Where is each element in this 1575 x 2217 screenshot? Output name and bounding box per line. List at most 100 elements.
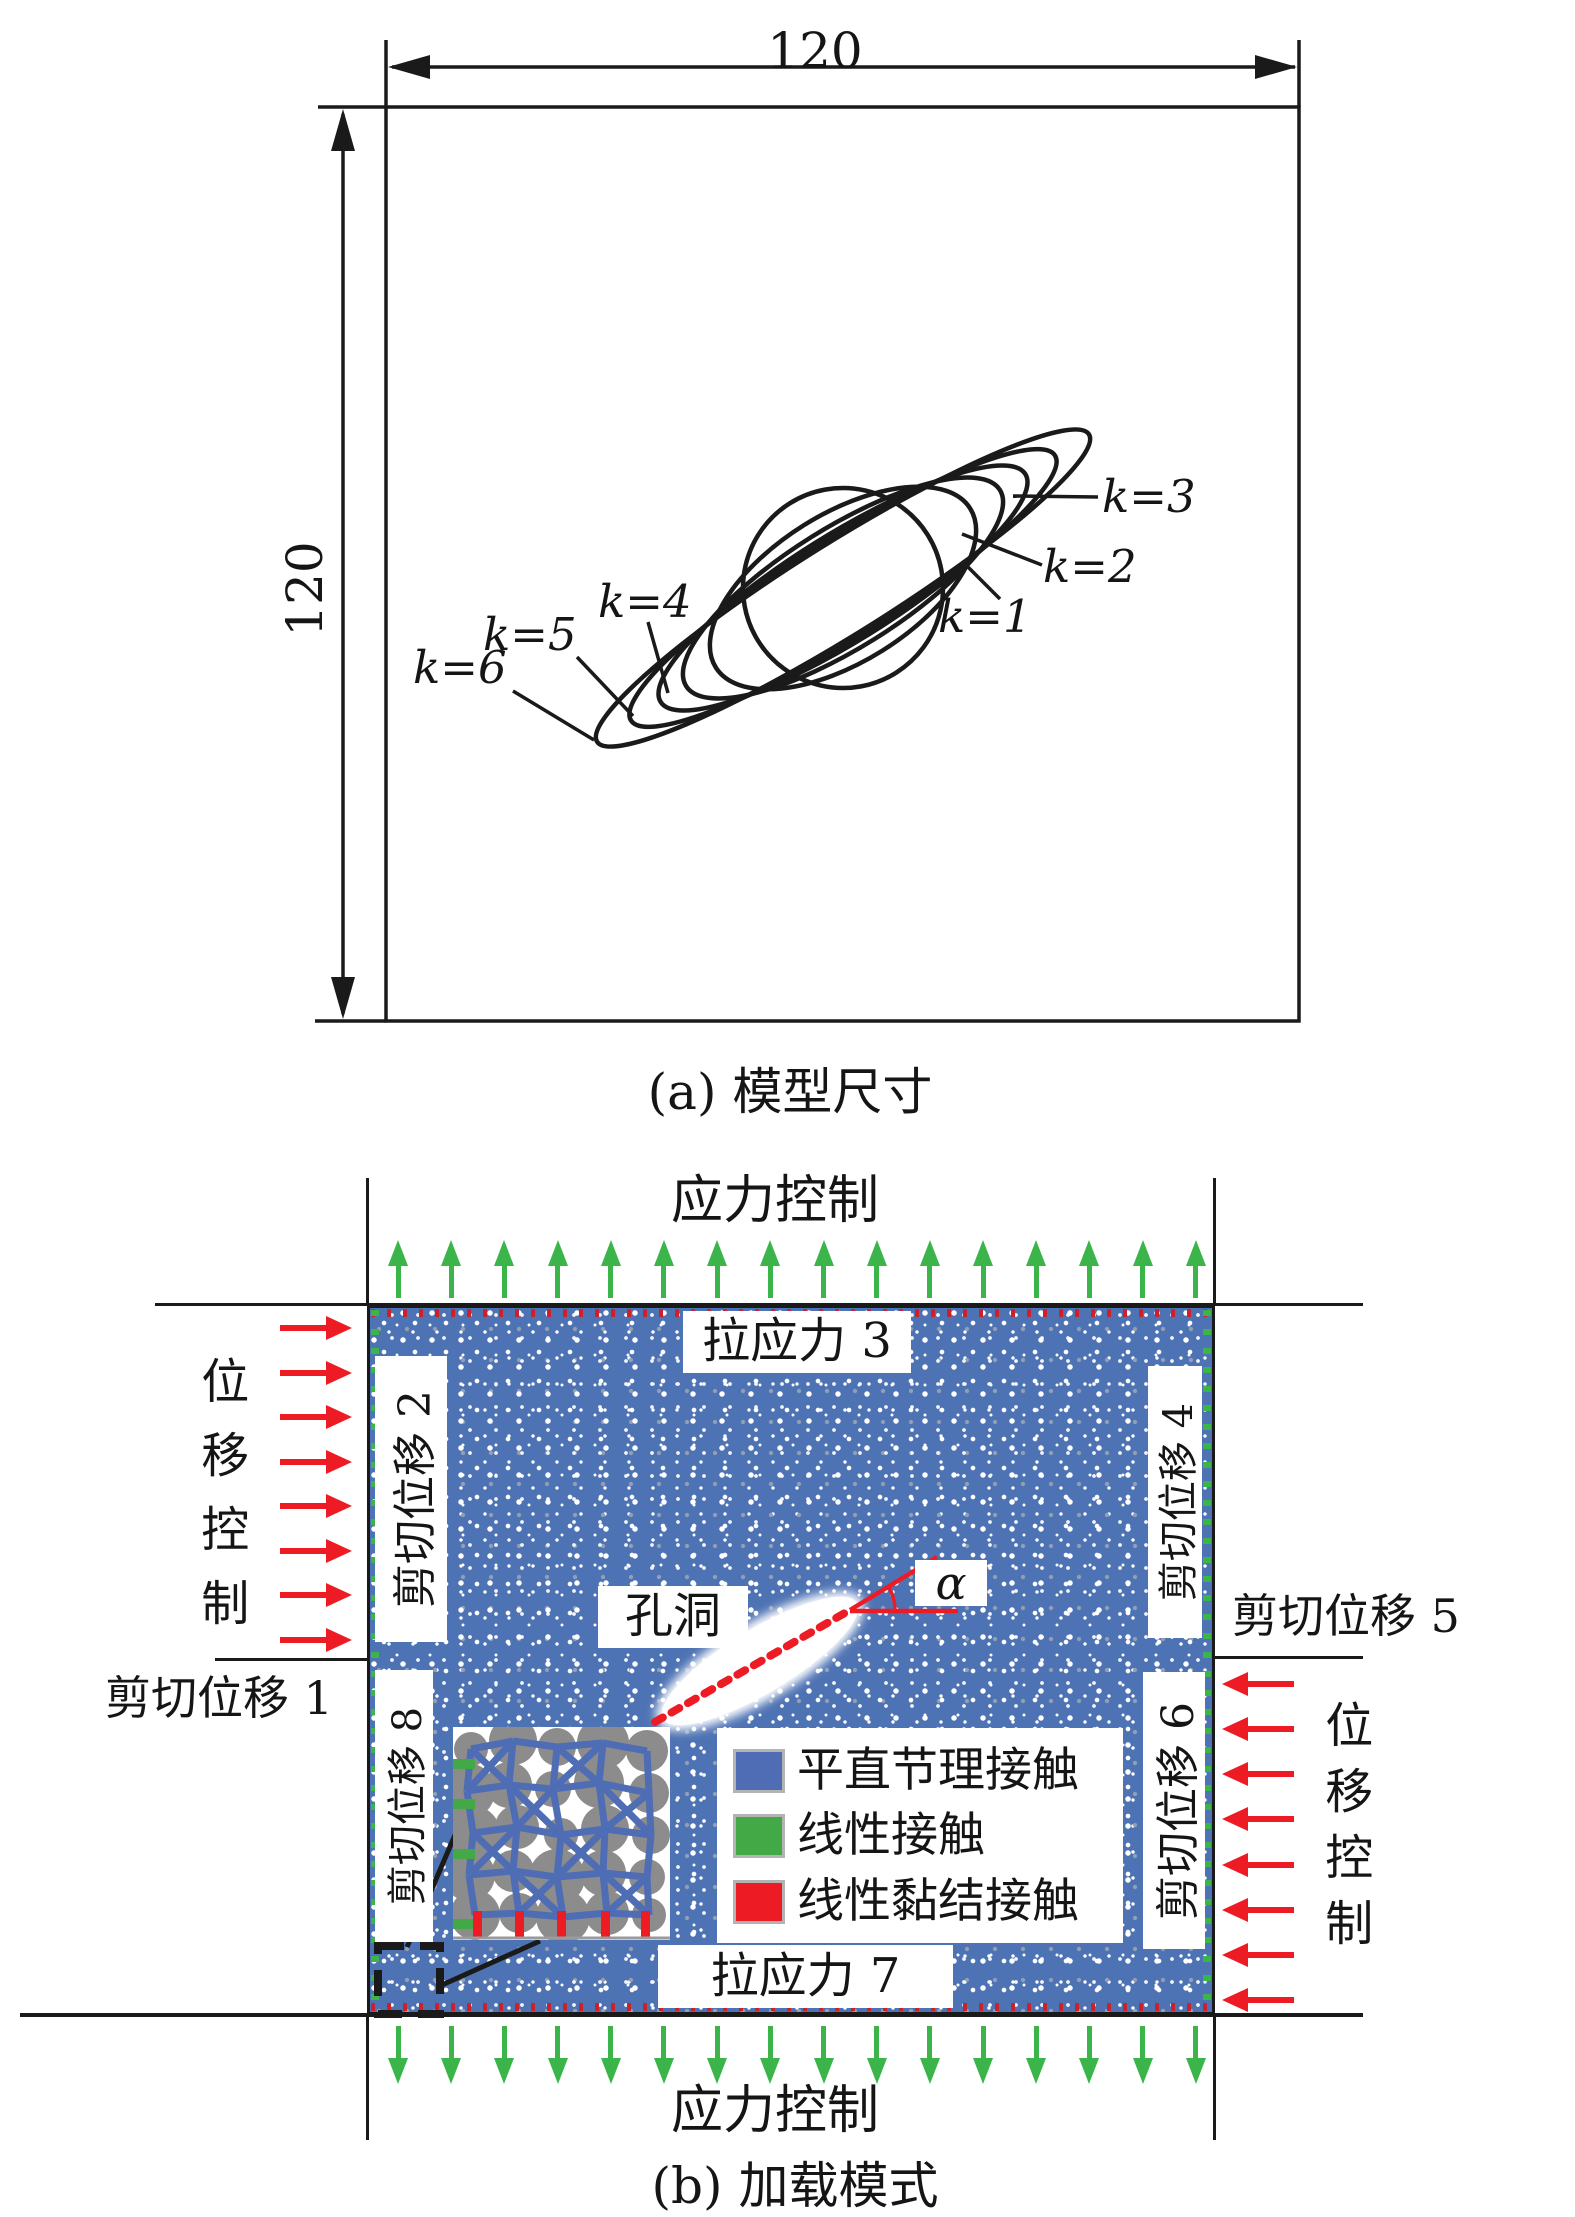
down-arrow-icon bbox=[760, 2026, 781, 2086]
left-contact-ticks bbox=[371, 1310, 379, 2010]
down-arrow-icon bbox=[653, 2026, 674, 2086]
up-arrow-icon bbox=[1185, 1240, 1206, 1300]
leader-lines bbox=[512, 494, 1099, 742]
legend-label: 线性接触 bbox=[797, 1808, 985, 1864]
legend-row-linear-bond: 线性黏结接触 bbox=[733, 1873, 1123, 1929]
up-arrow-icon bbox=[494, 1240, 515, 1300]
height-dimension-label: 120 bbox=[276, 541, 334, 637]
up-arrow-icon bbox=[388, 1240, 408, 1300]
angle-arc bbox=[887, 1585, 897, 1611]
left-arrow-icon bbox=[1222, 1897, 1302, 1922]
legend-row-linear: 线性接触 bbox=[733, 1809, 1123, 1863]
up-arrow-icon bbox=[919, 1240, 940, 1300]
up-arrow-icon bbox=[1026, 1240, 1047, 1300]
down-arrow-icon bbox=[494, 2026, 515, 2086]
right-extension-top bbox=[1213, 1178, 1216, 1305]
up-arrow-icon bbox=[707, 1240, 728, 1300]
right-arrow-icon bbox=[280, 1494, 354, 1519]
ellipse-k1 bbox=[740, 485, 946, 691]
cavity-axis-dashed bbox=[651, 1606, 854, 1726]
shear-disp-5-label: 剪切位移 5 bbox=[1232, 1589, 1460, 1643]
left-arrow-icon bbox=[1222, 1852, 1302, 1877]
legend-label: 线性黏结接触 bbox=[797, 1873, 1079, 1929]
ellipse-k4 bbox=[656, 463, 1030, 713]
right-arrow-icon bbox=[280, 1449, 354, 1474]
down-arrow-icon bbox=[547, 2026, 568, 2086]
down-arrow-icon bbox=[813, 2026, 834, 2086]
up-arrow-icon bbox=[813, 1240, 834, 1300]
zoom-leader-2 bbox=[440, 1938, 542, 1988]
left-displacement-arrows bbox=[280, 1316, 354, 1652]
right-arrow-icon bbox=[280, 1627, 354, 1652]
down-arrow-icon bbox=[866, 2026, 887, 2086]
left-arrow-icon bbox=[1222, 1672, 1302, 1696]
curve-label-k1: k=1 bbox=[938, 590, 1032, 643]
left-arrow-icon bbox=[1222, 1942, 1302, 1967]
right-extension-bottom bbox=[1213, 2015, 1216, 2140]
left-arrow-icon bbox=[1222, 1717, 1302, 1742]
ellipse-family bbox=[593, 427, 1093, 749]
model-geometry-drawing bbox=[315, 40, 1301, 1023]
ellipse-k2 bbox=[707, 484, 979, 692]
down-arrow-icon bbox=[1132, 2026, 1153, 2086]
curve-label-k2: k=2 bbox=[1043, 540, 1137, 593]
up-arrow-icon bbox=[547, 1240, 568, 1300]
right-arrow-icon bbox=[280, 1405, 354, 1430]
displacement-control-right-label: 位移控制 bbox=[1316, 1700, 1373, 1964]
flat-joint-swatch bbox=[733, 1749, 785, 1794]
legend-label: 平直节理接触 bbox=[797, 1743, 1079, 1798]
caption-a: (a) 模型尺寸 bbox=[647, 1063, 933, 1121]
left-extension-top bbox=[366, 1178, 369, 1305]
dim-arrow-down-icon bbox=[331, 977, 355, 1019]
curve-label-k5: k=5 bbox=[483, 608, 577, 661]
right-arrow-icon bbox=[280, 1583, 354, 1608]
dim-arrow-right-icon bbox=[1255, 55, 1297, 79]
dim-arrow-left-icon bbox=[388, 55, 430, 79]
tensile-stress-3-label: 拉应力 3 bbox=[683, 1311, 911, 1373]
shear-disp-8-label: 剪切位移 8 bbox=[375, 1670, 433, 1942]
shear-disp-1-label: 剪切位移 1 bbox=[105, 1671, 333, 1725]
left-arrow-icon bbox=[1222, 1987, 1302, 2012]
legend-row-flat-joint: 平直节理接触 bbox=[733, 1743, 1123, 1798]
contact-legend: 平直节理接触 线性接触 线性黏结接触 bbox=[717, 1728, 1123, 1943]
curve-label-k4: k=4 bbox=[598, 575, 692, 628]
ellipse-k3 bbox=[680, 475, 1006, 701]
right-separator-line bbox=[1215, 1656, 1363, 1659]
ellipse-k5 bbox=[627, 446, 1059, 730]
up-arrow-icon bbox=[866, 1240, 887, 1300]
alpha-label: α bbox=[915, 1556, 987, 1610]
up-arrow-icon bbox=[441, 1240, 462, 1300]
down-arrow-icon bbox=[1185, 2026, 1206, 2086]
left-arrow-icon bbox=[1222, 1807, 1302, 1832]
down-arrow-icon bbox=[388, 2026, 408, 2086]
right-contact-ticks bbox=[1203, 1310, 1211, 2010]
right-arrow-icon bbox=[280, 1538, 354, 1563]
right-arrow-icon bbox=[280, 1316, 354, 1340]
width-dimension-label: 120 bbox=[767, 22, 863, 80]
down-arrow-icon bbox=[441, 2026, 462, 2086]
down-arrow-icon bbox=[1079, 2026, 1100, 2086]
up-arrow-icon bbox=[1079, 1240, 1100, 1300]
shear-disp-4-label: 剪切位移 4 bbox=[1148, 1366, 1202, 1638]
up-arrow-icon bbox=[653, 1240, 674, 1300]
top-stress-arrows bbox=[388, 1240, 1206, 1300]
linear-bond-swatch bbox=[733, 1879, 785, 1924]
stress-control-bottom-label: 应力控制 bbox=[670, 2081, 879, 2141]
up-arrow-icon bbox=[973, 1240, 994, 1300]
left-arrow-icon bbox=[1222, 1762, 1302, 1787]
down-arrow-icon bbox=[919, 2026, 940, 2086]
zoom-source-box bbox=[374, 1942, 444, 2018]
left-extension-bottom bbox=[366, 2015, 369, 2140]
down-arrow-icon bbox=[600, 2026, 621, 2086]
bottom-boundary-line bbox=[20, 2013, 1363, 2017]
right-arrow-icon bbox=[280, 1360, 354, 1385]
shear-disp-2-label: 剪切位移 2 bbox=[375, 1356, 447, 1642]
tensile-stress-7-label: 拉应力 7 bbox=[658, 1945, 953, 2008]
particle-network-drawing bbox=[453, 1727, 670, 1940]
displacement-control-left-label: 位移控制 bbox=[192, 1356, 249, 1652]
curve-label-k3: k=3 bbox=[1102, 470, 1196, 523]
shear-disp-6-label: 剪切位移 6 bbox=[1143, 1672, 1205, 1949]
up-arrow-icon bbox=[1132, 1240, 1153, 1300]
top-boundary-line bbox=[155, 1303, 1363, 1306]
